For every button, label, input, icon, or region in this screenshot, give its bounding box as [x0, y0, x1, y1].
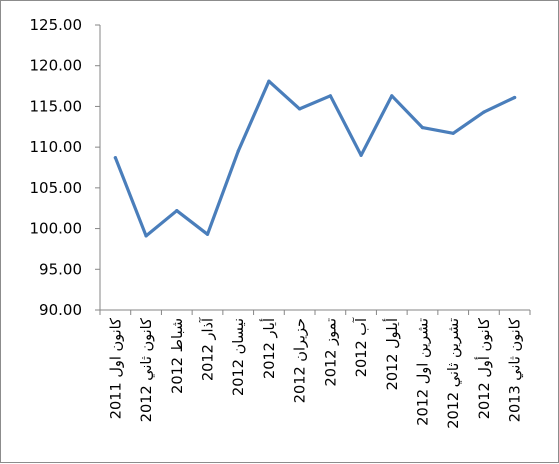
data-point: [420, 126, 425, 130]
data-point: [451, 131, 455, 135]
y-tick-label: 100.00: [30, 220, 83, 238]
x-tick-label: نيسان 2012: [231, 318, 247, 396]
data-point: [359, 153, 363, 157]
y-tick-label: 120.00: [30, 57, 83, 75]
y-tick-label: 110.00: [30, 138, 83, 156]
x-tick-label: كانون ثاني 2013: [508, 318, 524, 422]
data-point: [175, 209, 179, 213]
x-axis: كانون اول 2011 كانون ثاني 2012 شباط 2012 آذ…: [99, 309, 531, 429]
x-tick-label: أيار 2012: [259, 318, 278, 379]
data-point: [298, 107, 302, 111]
x-tick-label: تشرين اول 2012: [416, 318, 432, 426]
y-tick-label: 115.00: [30, 97, 83, 115]
series-line: [113, 79, 517, 238]
x-tick-label: آب 2012: [352, 317, 370, 377]
y-tick-label: 95.00: [39, 260, 82, 278]
x-tick-label: شباط 2012: [170, 318, 186, 394]
data-point: [236, 149, 240, 153]
x-tick-label: أيلول 2012: [382, 318, 401, 390]
y-axis: 90.00 95.00 100.00 105.00 110.00 115.00 120.00…: [30, 16, 101, 319]
data-point: [267, 79, 271, 83]
y-tick-label: 105.00: [30, 179, 83, 197]
data-point: [482, 110, 486, 114]
data-point: [328, 94, 332, 98]
data-point: [205, 232, 210, 236]
data-point: [144, 234, 148, 238]
series-group: [113, 79, 517, 238]
x-tick-label: تشرين ثاني 2012: [446, 318, 462, 429]
x-tick-label: كانون أول 2012: [474, 318, 493, 419]
data-point: [390, 94, 394, 98]
x-tick-label: آذار 2012: [199, 317, 217, 381]
data-point: [513, 95, 517, 100]
x-tick-label: تموز 2012: [323, 318, 339, 386]
y-tick-label: 90.00: [39, 301, 82, 319]
data-point: [113, 156, 117, 160]
x-tick-label: كانون ثاني 2012: [139, 318, 155, 422]
x-tick-label: كانون اول 2011: [108, 318, 124, 419]
y-tick-label: 125.00: [30, 16, 83, 34]
x-tick-label: حزيران 2012: [293, 318, 309, 403]
